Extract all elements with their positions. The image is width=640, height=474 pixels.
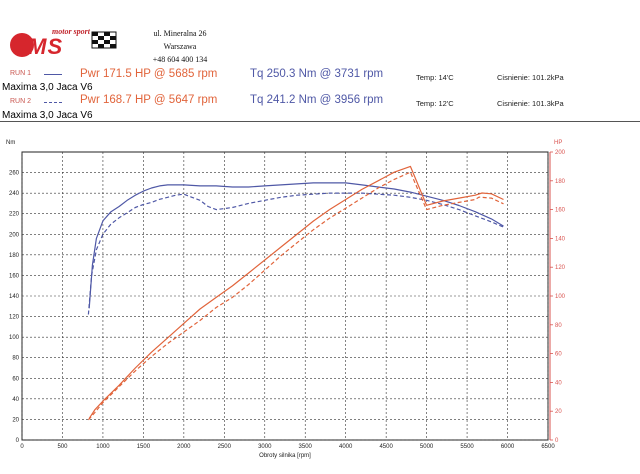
y-left-tick-label: 20 <box>12 417 19 423</box>
run2-torque: Tq 241.2 Nm @ 3956 rpm <box>250 94 384 106</box>
y-right-tick-label: 100 <box>555 294 566 300</box>
y-right-tick-label: 80 <box>555 323 562 329</box>
y-right-tick-label: 20 <box>555 409 562 415</box>
run1-legend-line <box>44 74 62 75</box>
x-tick-label: 3500 <box>299 444 313 450</box>
x-tick-label: 4000 <box>339 444 353 450</box>
y-left-tick-label: 240 <box>9 191 20 197</box>
run1-pressure: Cisnienie: 101.2kPa <box>497 73 564 82</box>
y-right-tick-label: 60 <box>555 352 562 358</box>
y-right-tick-label: 160 <box>555 208 566 214</box>
checkered-flag-icon <box>10 31 117 57</box>
y-left-tick-label: 0 <box>16 438 20 444</box>
y-left-tick-label: 60 <box>12 376 19 382</box>
address-block: ul. Mineralna 26 Warszawa +48 604 400 13… <box>140 27 220 66</box>
x-tick-label: 500 <box>57 444 68 450</box>
y-right-tick-label: 180 <box>555 179 566 185</box>
y-left-tick-label: 120 <box>9 315 20 321</box>
header-divider <box>0 121 640 122</box>
x-tick-label: 5500 <box>460 444 474 450</box>
y-left-tick-label: 260 <box>9 171 20 177</box>
x-tick-label: 4500 <box>379 444 393 450</box>
y-left-tick-label: 220 <box>9 212 20 218</box>
power-series-run-2 <box>87 171 504 421</box>
y-left-tick-label: 200 <box>9 232 20 238</box>
dyno-chart: 0 500 1000 1500 2000 2500 3000 3500 4000 4500 5000… <box>0 122 640 469</box>
y-right-tick-label: 40 <box>555 380 562 386</box>
power-series-run-1 <box>88 165 504 419</box>
run1-car: Maxima 3,0 Jaca V6 <box>2 82 93 93</box>
y-left-tick-label: 180 <box>9 253 20 259</box>
y-right-tick-label: 200 <box>555 150 566 156</box>
torque-series-run-1 <box>88 182 504 309</box>
run2-legend-line <box>44 102 62 103</box>
y-left-tick-label: 40 <box>12 397 19 403</box>
y-right-axis-label: HP <box>554 140 562 146</box>
logo-tagline: motor sport <box>52 27 91 36</box>
x-tick-label: 6000 <box>501 444 515 450</box>
x-tick-label: 3000 <box>258 444 272 450</box>
y-left-axis-label: Nm <box>6 140 15 146</box>
x-tick-label: 2500 <box>218 444 232 450</box>
y-left-tick-label: 140 <box>9 294 20 300</box>
run2-temp: Temp: 12'C <box>416 99 454 108</box>
x-tick-label: 2000 <box>177 444 191 450</box>
run2-pressure: Cisnienie: 101.3kPa <box>497 99 564 108</box>
address-street: ul. Mineralna 26 <box>153 29 207 38</box>
y-left-tick-label: 80 <box>12 356 19 362</box>
run2-label: RUN 2 <box>10 98 32 105</box>
plot-frame <box>21 151 549 441</box>
x-tick-label: 1000 <box>96 444 110 450</box>
address-phone: +48 604 400 134 <box>152 55 208 64</box>
run1-power: Pwr 171.5 HP @ 5685 rpm <box>80 68 218 80</box>
x-tick-label: 1500 <box>137 444 151 450</box>
y-left-tick-label: 100 <box>9 335 20 341</box>
run1-temp: Temp: 14'C <box>416 73 454 82</box>
y-right-tick-label: 0 <box>555 438 559 444</box>
y-left-tick-label: 160 <box>9 273 20 279</box>
y-right-tick-label: 140 <box>555 236 566 242</box>
x-tick-label: 6500 <box>541 444 555 450</box>
run1-label: RUN 1 <box>10 70 32 77</box>
logo-word: GMS <box>10 34 64 59</box>
run2-car: Maxima 3,0 Jaca V6 <box>2 110 93 121</box>
gms-logo: motor sport GMS <box>8 24 126 60</box>
address-city: Warszawa <box>163 42 197 51</box>
x-tick-label: 5000 <box>420 444 434 450</box>
x-tick-label: 0 <box>20 444 24 450</box>
run1-torque: Tq 250.3 Nm @ 3731 rpm <box>250 68 384 80</box>
run2-power: Pwr 168.7 HP @ 5647 rpm <box>80 94 218 106</box>
dyno-chart-svg: 0 500 1000 1500 2000 2500 3000 3500 4000 4500 5000… <box>6 140 566 459</box>
logo-circle <box>10 33 34 57</box>
report-header: motor sport GMS ul. Mineralna 26 Warszaw… <box>0 0 640 122</box>
x-axis-label: Obroty silnika [rpm] <box>259 453 311 459</box>
y-right-tick-label: 120 <box>555 265 566 271</box>
torque-series-run-2 <box>87 192 504 315</box>
